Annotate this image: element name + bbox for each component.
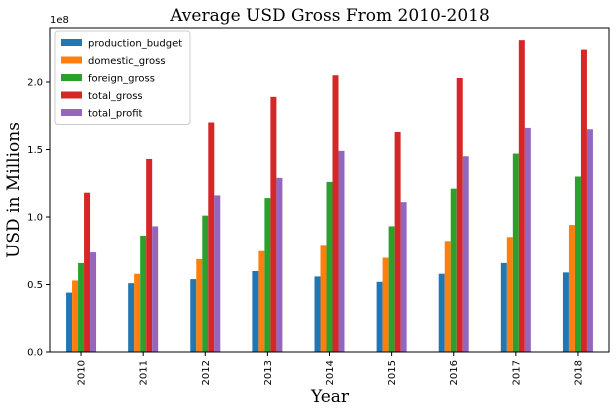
- bar-foreign-gross-2014: [326, 181, 333, 352]
- bar-total-profit-2011: [152, 226, 159, 352]
- bar-domestic-gross-2013: [258, 250, 265, 352]
- legend-swatch-foreign-gross: [61, 74, 82, 81]
- x-axis-title: Year: [310, 387, 350, 407]
- y-axis-title: USD in Millions: [4, 122, 24, 258]
- legend-swatch-total-gross: [61, 91, 82, 99]
- bar-domestic-gross-2016: [444, 241, 451, 352]
- bar-production-budget-2017: [500, 262, 507, 352]
- bar-production-budget-2015: [376, 281, 383, 352]
- bar-production-budget-2012: [190, 279, 197, 352]
- y-axis: 0.0 0.5 1.0 1.5 2.0: [27, 78, 50, 359]
- bar-production-budget-2014: [314, 276, 321, 352]
- bar-production-budget-2013: [252, 271, 259, 352]
- bar-production-budget-2016: [438, 273, 445, 352]
- legend-frame: [54, 30, 191, 125]
- y-tick-label: 1.5: [27, 145, 43, 156]
- x-tick-label: 2017: [511, 360, 522, 385]
- bar-total-profit-2016: [462, 156, 469, 352]
- bar-total-profit-2014: [338, 150, 345, 352]
- bar-domestic-gross-2018: [568, 225, 575, 352]
- x-tick-label: 2010: [77, 360, 88, 385]
- x-tick-label: 2012: [201, 360, 212, 385]
- y-tick-label: 0.5: [27, 280, 43, 291]
- bar-production-budget-2010: [66, 292, 73, 352]
- bar-foreign-gross-2017: [512, 153, 519, 352]
- chart-title: Average USD Gross From 2010-2018: [169, 6, 490, 26]
- bar-total-gross-2011: [146, 158, 153, 352]
- legend-swatch-domestic-gross: [61, 56, 82, 64]
- legend-label-domestic-gross: domestic_gross: [88, 56, 166, 67]
- bar-foreign-gross-2013: [264, 198, 271, 352]
- y-tick-label: 1.0: [27, 213, 43, 224]
- bar-production-budget-2011: [128, 283, 135, 352]
- bar-total-gross-2017: [518, 40, 525, 353]
- x-axis: 2010 2011 2012 2013 2014 2015 2016 2017 2018: [77, 352, 584, 385]
- bar-total-profit-2017: [524, 127, 531, 353]
- bar-domestic-gross-2017: [506, 237, 513, 352]
- bar-total-gross-2018: [580, 49, 587, 352]
- bar-production-budget-2018: [562, 272, 569, 352]
- x-tick-label: 2014: [325, 360, 336, 385]
- bar-foreign-gross-2016: [450, 188, 457, 352]
- y-tick-label: 0.0: [27, 348, 43, 359]
- bar-domestic-gross-2012: [196, 258, 203, 352]
- bar-total-gross-2015: [394, 131, 401, 352]
- bars-group: [66, 40, 593, 353]
- x-tick-label: 2013: [263, 360, 274, 385]
- y-offset-label: 1e8: [50, 15, 69, 26]
- bar-total-gross-2013: [270, 96, 277, 352]
- legend: production_budget domestic_gross foreign_g…: [54, 30, 191, 125]
- legend-label-foreign-gross: foreign_gross: [88, 74, 155, 85]
- legend-swatch-production-budget: [61, 39, 82, 46]
- bar-domestic-gross-2010: [72, 280, 79, 352]
- bar-foreign-gross-2012: [202, 215, 209, 352]
- legend-label-total-gross: total_gross: [88, 91, 143, 102]
- bar-domestic-gross-2014: [320, 245, 327, 352]
- bar-total-gross-2012: [208, 122, 215, 352]
- x-tick-label: 2018: [573, 360, 584, 385]
- bar-total-profit-2018: [586, 129, 593, 352]
- legend-label-production-budget: production_budget: [88, 39, 182, 50]
- bar-foreign-gross-2018: [574, 176, 581, 352]
- bar-foreign-gross-2015: [388, 226, 395, 352]
- bar-foreign-gross-2010: [78, 262, 85, 352]
- bar-total-gross-2010: [84, 192, 91, 352]
- legend-label-total-profit: total_profit: [88, 109, 143, 120]
- bar-foreign-gross-2011: [140, 235, 147, 352]
- x-tick-label: 2011: [139, 360, 150, 385]
- bar-total-profit-2010: [90, 252, 97, 352]
- bar-domestic-gross-2015: [382, 257, 389, 352]
- x-tick-label: 2015: [387, 360, 398, 385]
- x-tick-label: 2016: [449, 360, 460, 385]
- legend-swatch-total-profit: [61, 109, 82, 116]
- y-tick-label: 2.0: [27, 78, 43, 89]
- bar-total-profit-2015: [400, 202, 407, 352]
- bar-total-profit-2013: [276, 177, 283, 352]
- bar-domestic-gross-2011: [134, 273, 141, 352]
- bar-total-gross-2016: [456, 77, 463, 352]
- bar-total-profit-2012: [214, 195, 221, 352]
- bar-total-gross-2014: [332, 75, 339, 352]
